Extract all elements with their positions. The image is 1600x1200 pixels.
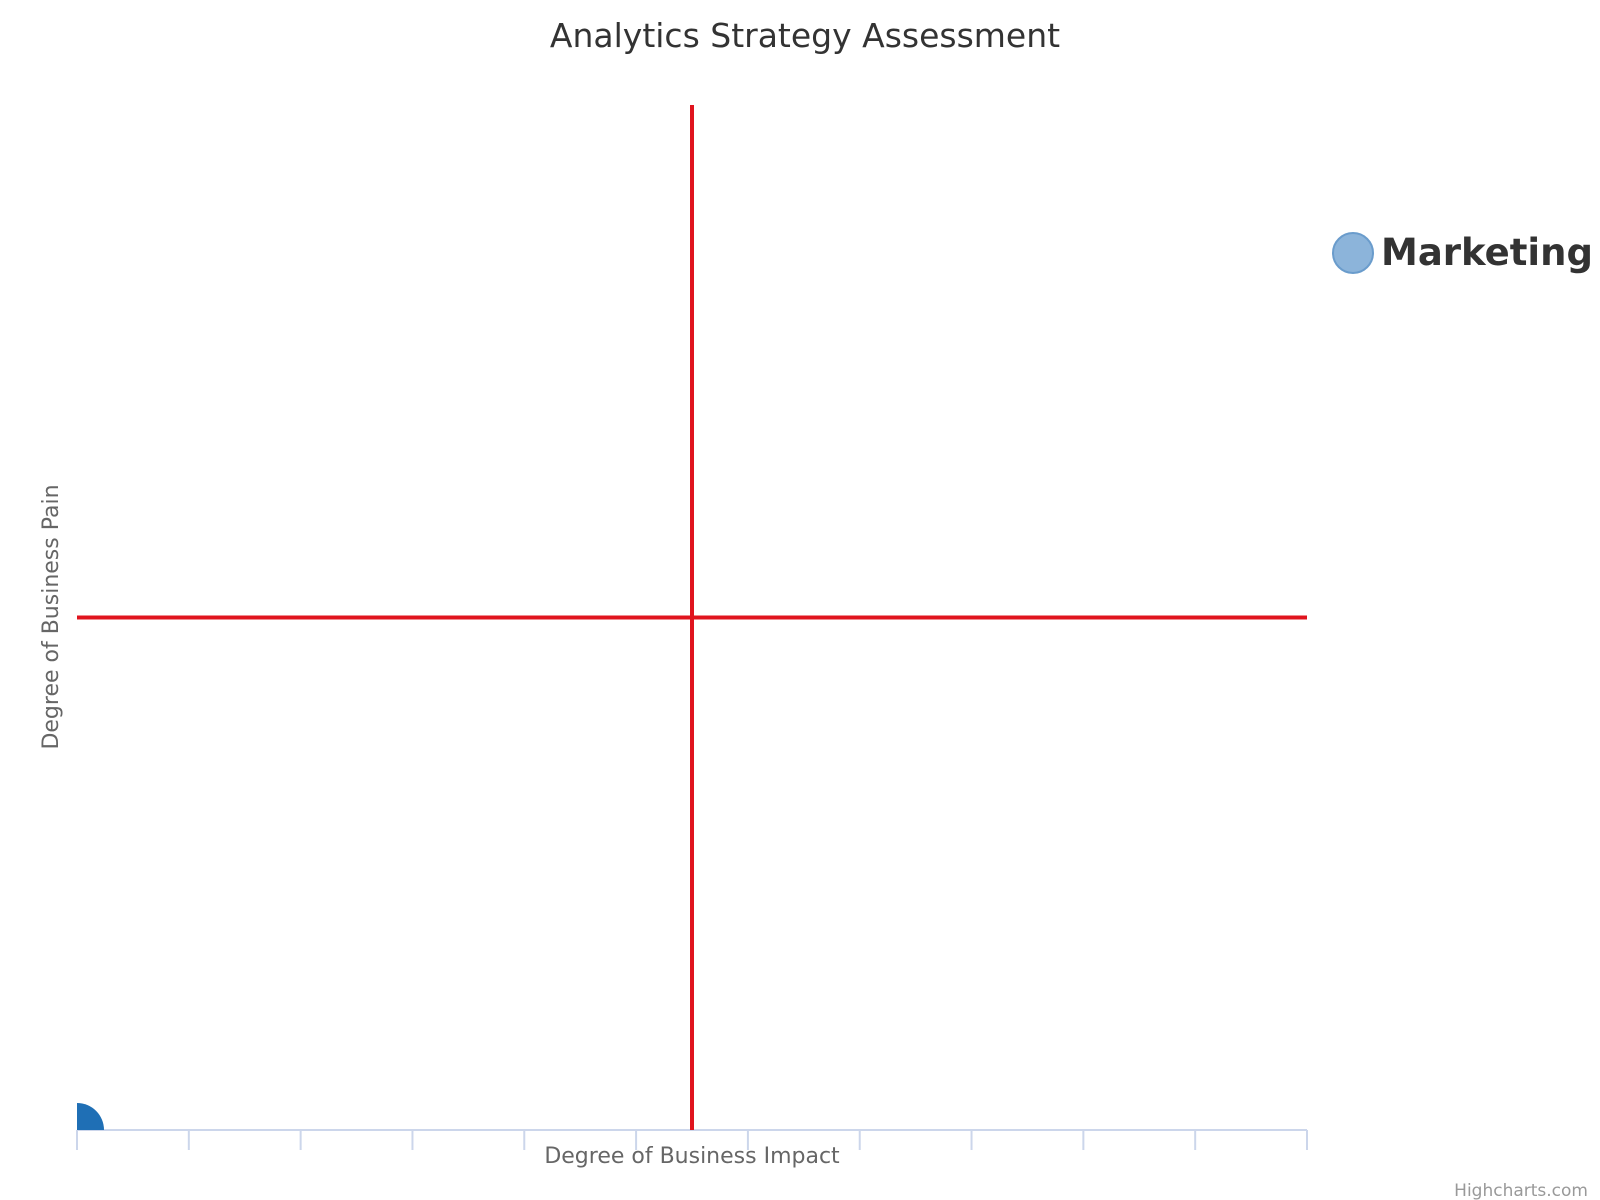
chart-title: Analytics Strategy Assessment <box>550 16 1060 55</box>
legend-marker-icon[interactable] <box>1332 232 1374 274</box>
reference-lines <box>77 105 1307 1130</box>
data-points <box>50 1103 104 1157</box>
credits-link[interactable]: Highcharts.com <box>1454 1181 1588 1200</box>
legend[interactable]: Marketing <box>1332 231 1593 274</box>
legend-item-label[interactable]: Marketing <box>1381 231 1593 274</box>
data-point[interactable] <box>50 1103 104 1157</box>
x-axis-ticks <box>76 1130 1308 1150</box>
x-axis-title: Degree of Business Impact <box>544 1144 840 1169</box>
y-axis-title: Degree of Business Pain <box>39 484 64 749</box>
